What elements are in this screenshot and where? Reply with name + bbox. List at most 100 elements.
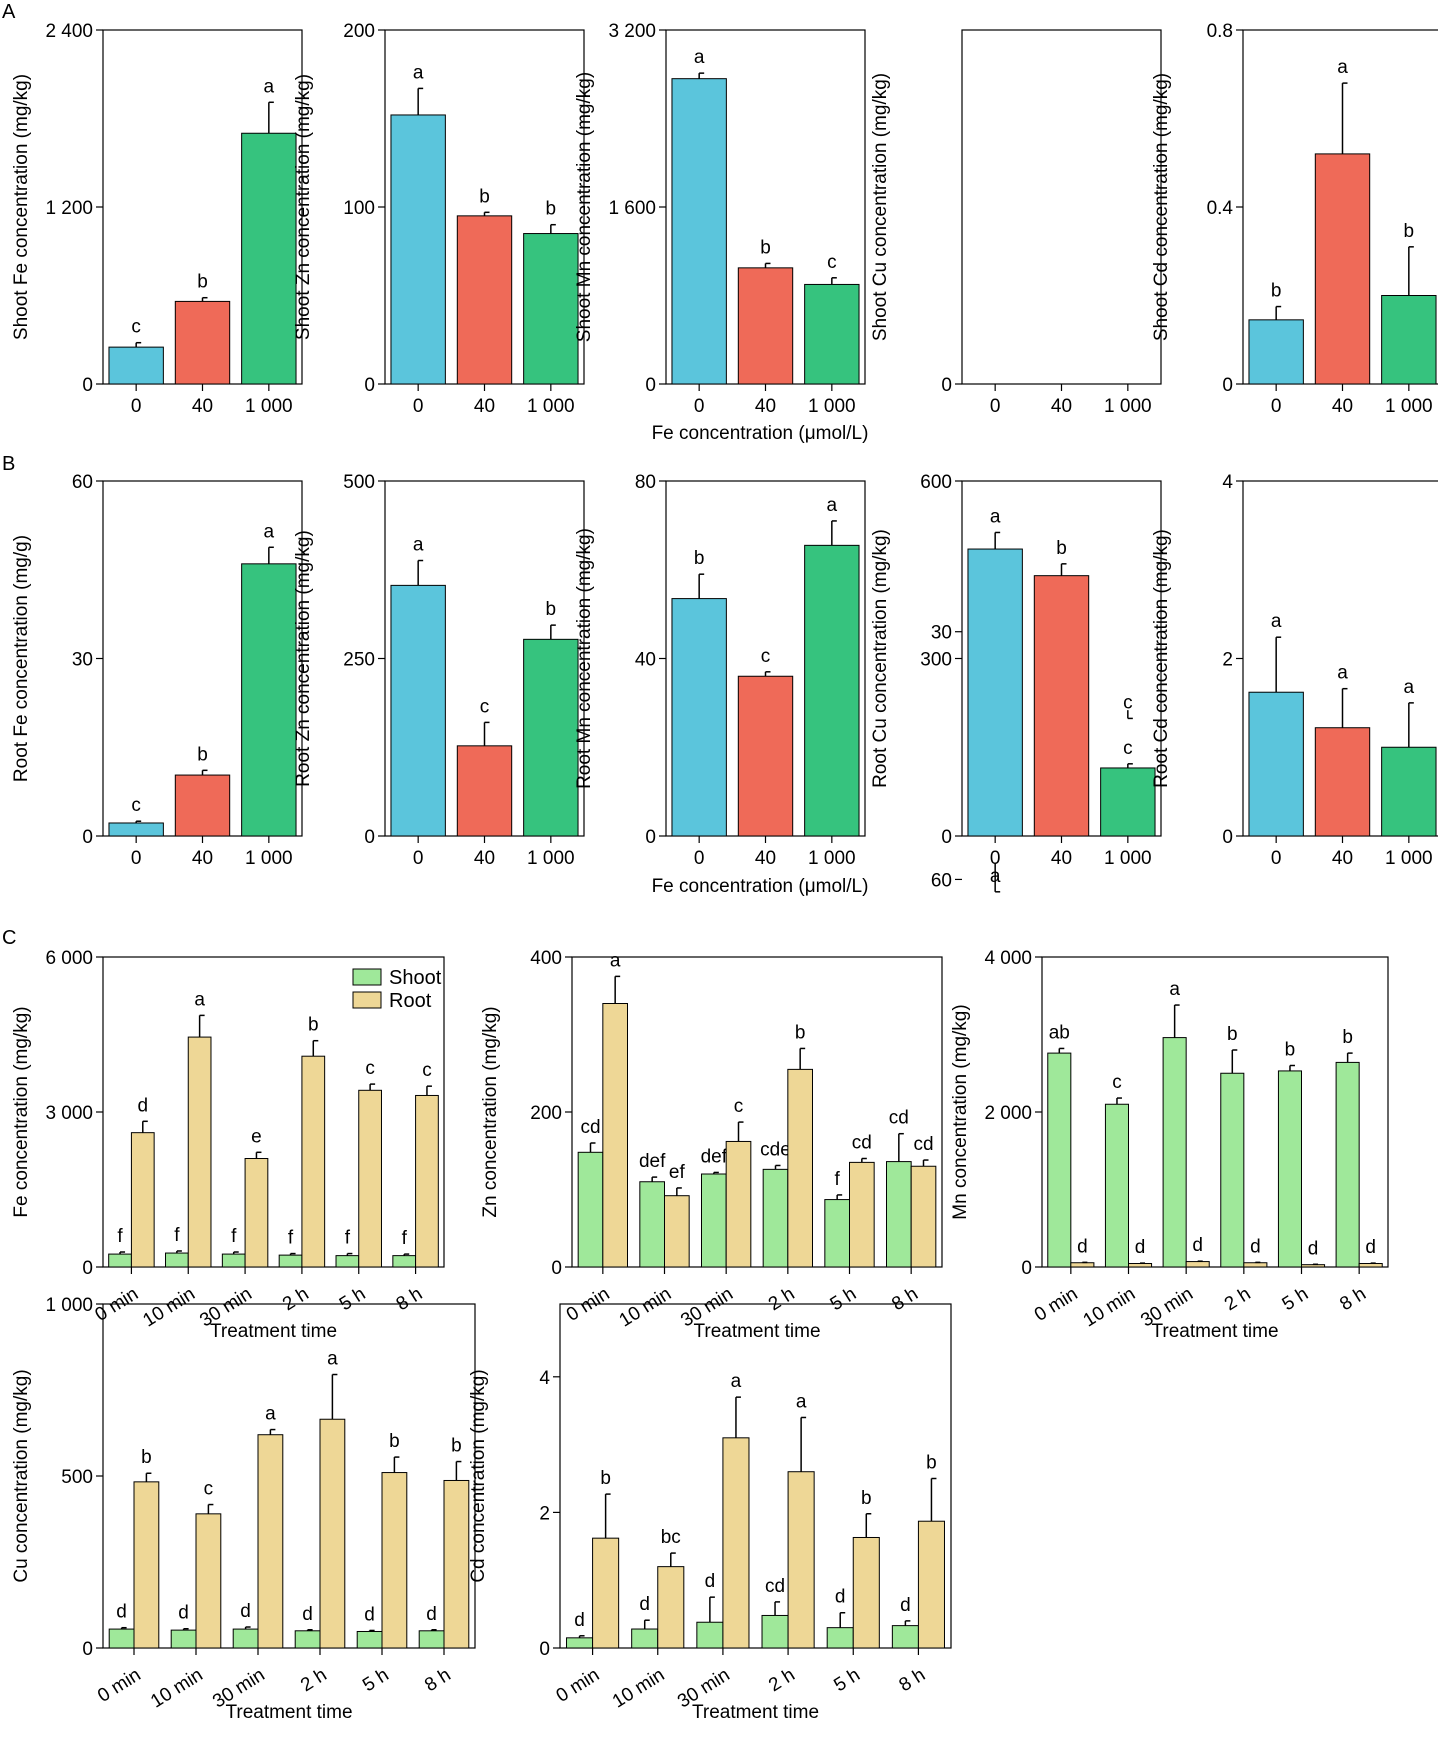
y-tick-label: 4 <box>539 1368 550 1389</box>
category-2-bar <box>1314 153 1371 385</box>
chart-6: 0 30 60 Root Fe concentration (mg/g) c 0 b 40 a 1… <box>11 472 303 869</box>
panel-letter-a: A <box>2 1 16 23</box>
x-tick-label: 8 h <box>1336 1283 1370 1315</box>
root-2-significance-letter: a <box>194 989 205 1010</box>
x-axis-label: Treatment time <box>693 1321 820 1342</box>
x-tick-label: 10 min <box>1080 1283 1139 1331</box>
root-5-significance-letter: d <box>1308 1238 1319 1259</box>
category-2-bar <box>737 675 794 837</box>
root-5-significance-letter: b <box>389 1431 400 1452</box>
y-axis-label: Root Cu concentration (mg/kg) <box>870 529 891 788</box>
category-1-bar <box>1248 319 1304 385</box>
y-tick-label: 250 <box>343 650 375 671</box>
x-tick-label: 10 min <box>139 1283 198 1331</box>
shoot-1-significance-letter: d <box>116 1602 127 1623</box>
shoot-6-bar <box>392 1255 417 1268</box>
x-tick-label: 40 <box>474 848 495 869</box>
root-5-bar <box>358 1089 382 1268</box>
y-tick-label: 2 <box>539 1503 550 1524</box>
y-tick-label: 0 <box>364 827 375 848</box>
root-1-significance-letter: d <box>1077 1236 1088 1257</box>
shoot-2-significance-letter: d <box>639 1594 650 1615</box>
root-2-bar <box>657 1566 685 1649</box>
chart-11: 0 3 000 6 000 Fe concentration (mg/kg) f d 0 m… <box>11 948 445 1342</box>
root-1-bar <box>592 1537 620 1649</box>
root-4-bar <box>787 1471 815 1649</box>
category-1-bar <box>108 822 164 837</box>
root-1-bar <box>133 1481 160 1649</box>
x-tick-label: 0 <box>1271 848 1282 869</box>
y-tick-label: 0 <box>551 1258 562 1279</box>
x-axis-label-panel-a: Fe concentration (μmol/L) <box>652 423 869 444</box>
x-tick-label: 40 <box>1051 848 1072 869</box>
shoot-6-significance-letter: f <box>402 1228 408 1249</box>
category-1-significance-letter: a <box>413 535 424 556</box>
root-3-significance-letter: d <box>1192 1235 1203 1256</box>
x-tick-label: 1 000 <box>1385 396 1433 417</box>
category-3-bar <box>1100 767 1156 837</box>
shoot-4-bar <box>761 1614 789 1649</box>
y-tick-label: 2 <box>1222 650 1233 671</box>
shoot-6-bar <box>418 1630 445 1649</box>
category-1-significance-letter: a <box>990 866 1001 887</box>
y-tick-label: 40 <box>635 650 656 671</box>
chart-8: 0 40 80 Root Mn concentration (mg/kg) b 0 c 40 a… <box>574 472 866 869</box>
x-tick-label: 5 h <box>359 1664 393 1696</box>
x-axis-label: Treatment time <box>225 1702 352 1723</box>
y-tick-label: 100 <box>343 198 375 219</box>
x-tick-label: 1 000 <box>527 396 575 417</box>
chart-14: 0 500 1 000 Cu concentration (mg/kg) d b 0 min… <box>11 1295 476 1723</box>
y-tick-label: 0 <box>941 375 952 396</box>
x-tick-label: 5 h <box>336 1283 370 1315</box>
shoot-3-significance-letter: a <box>1169 979 1180 1000</box>
category-3-significance-letter: a <box>264 76 275 97</box>
root-6-bar <box>443 1479 470 1649</box>
root-2-significance-letter: ef <box>669 1162 686 1183</box>
category-2-significance-letter: a <box>1337 663 1348 684</box>
x-tick-label: 10 min <box>147 1664 206 1712</box>
chart-2: 0 100 200 Shoot Zn concentration (mg/kg) a 0 b… <box>293 21 585 417</box>
x-tick-label: 40 <box>1051 396 1072 417</box>
category-1-significance-letter: c <box>131 795 141 816</box>
root-2-significance-letter: c <box>204 1479 214 1500</box>
y-axis-label: Mn concentration (mg/kg) <box>950 1004 971 1219</box>
shoot-2-significance-letter: f <box>174 1225 180 1246</box>
x-tick-label: 1 000 <box>808 396 856 417</box>
category-3-bar <box>241 563 297 837</box>
shoot-4-significance-letter: b <box>1227 1024 1238 1045</box>
category-3-bar <box>1381 746 1437 837</box>
root-2-bar <box>664 1195 690 1268</box>
y-tick-label: 2 400 <box>45 21 93 42</box>
category-2-bar <box>174 300 231 385</box>
root-4-significance-letter: d <box>1250 1236 1261 1257</box>
y-axis-label: Cd concentration (mg/kg) <box>468 1369 489 1582</box>
x-tick-label: 8 h <box>393 1283 427 1315</box>
shoot-2-bar <box>165 1252 189 1268</box>
shoot-6-bar <box>886 1161 912 1268</box>
x-axis-label: Treatment time <box>210 1321 337 1342</box>
root-6-bar <box>1358 1263 1383 1268</box>
plot-frame <box>559 1303 952 1649</box>
category-2-bar <box>456 215 513 385</box>
chart-12: 0 200 400 Zn concentration (mg/kg) cd a 0 min d… <box>480 948 943 1342</box>
x-tick-label: 0 min <box>553 1664 604 1706</box>
x-tick-label: 0 <box>990 396 1001 417</box>
y-tick-label: 0 <box>1021 1258 1032 1279</box>
shoot-1-bar <box>1047 1052 1072 1268</box>
category-1-significance-letter: a <box>694 47 705 68</box>
category-3-bar <box>804 283 860 385</box>
y-tick-label: 0 <box>1222 375 1233 396</box>
shoot-2-bar <box>170 1629 197 1649</box>
y-tick-label: 0 <box>82 1639 93 1660</box>
category-1-bar <box>390 584 446 837</box>
x-tick-label: 2 h <box>297 1664 331 1696</box>
category-1-bar <box>390 114 446 385</box>
category-3-significance-letter: b <box>1404 221 1415 242</box>
shoot-1-bar <box>108 1253 132 1268</box>
x-tick-label: 40 <box>755 396 776 417</box>
category-3-bar <box>241 132 297 385</box>
y-tick-label: 0 <box>941 827 952 848</box>
root-5-bar <box>381 1472 408 1649</box>
